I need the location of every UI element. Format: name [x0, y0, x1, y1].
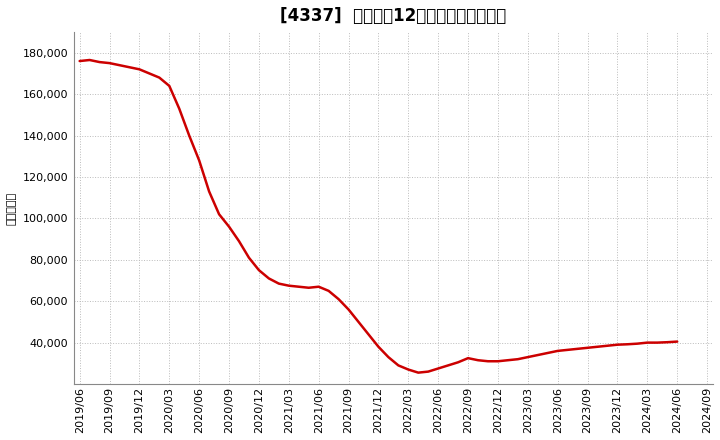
Title: [4337]  売上高の12か月移動合計の推移: [4337] 売上高の12か月移動合計の推移: [280, 7, 506, 25]
Y-axis label: （百万円）: （百万円）: [7, 191, 17, 224]
